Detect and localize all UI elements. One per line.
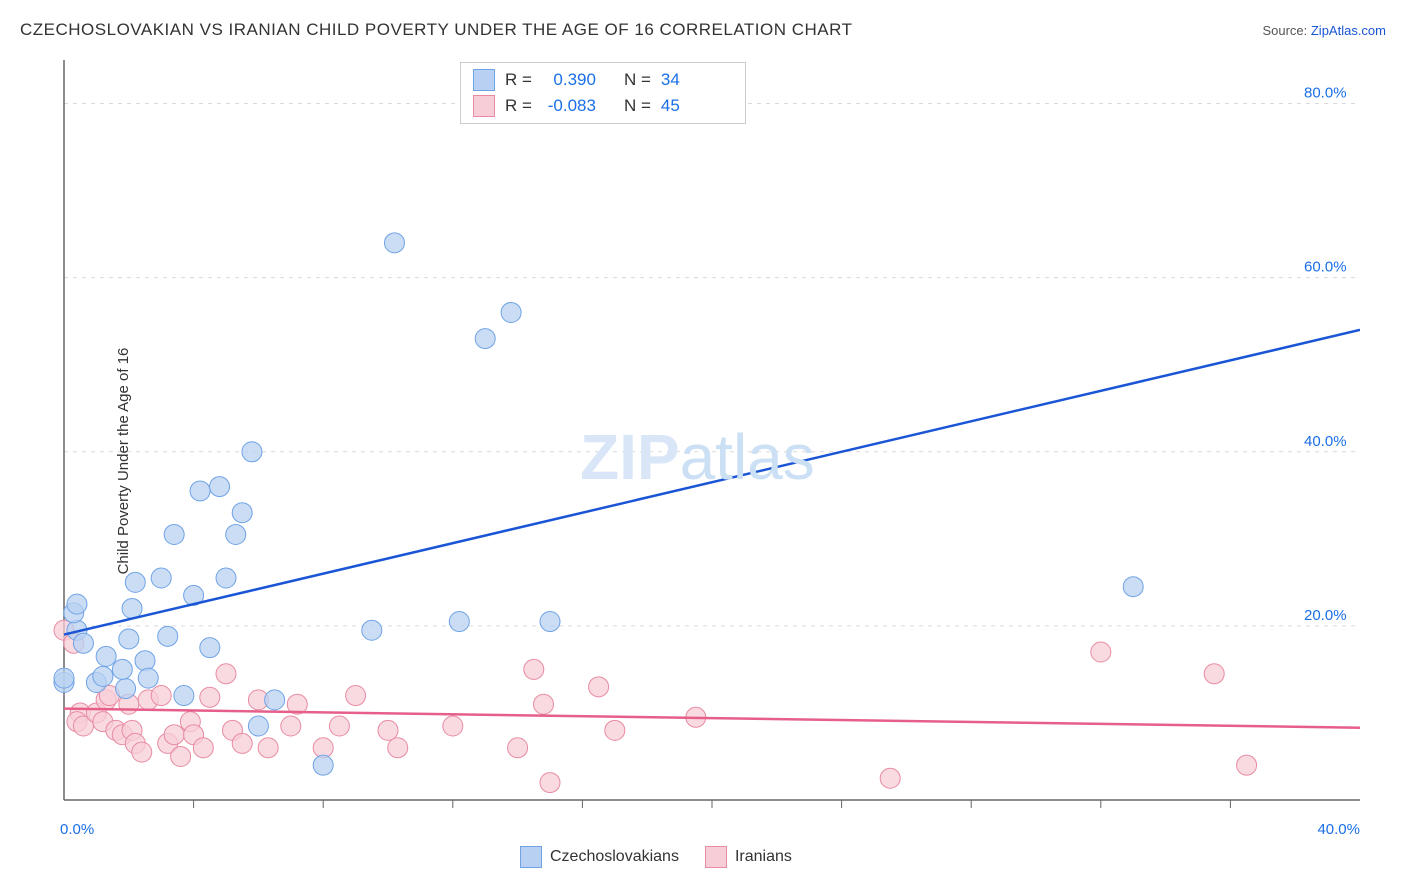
- stats-legend: R = 0.390 N = 34 R = -0.083 N = 45: [460, 62, 746, 124]
- svg-text:80.0%: 80.0%: [1304, 85, 1347, 102]
- n-label: N =: [624, 96, 651, 116]
- swatch-iran: [473, 95, 495, 117]
- watermark-zip: ZIP: [580, 421, 680, 493]
- watermark-atlas: atlas: [680, 421, 815, 493]
- chart-header: CZECHOSLOVAKIAN VS IRANIAN CHILD POVERTY…: [20, 20, 1386, 40]
- svg-text:20.0%: 20.0%: [1304, 607, 1347, 624]
- swatch-czech: [520, 846, 542, 868]
- legend-label-iran: Iranians: [735, 848, 792, 866]
- swatch-czech: [473, 69, 495, 91]
- stats-row-czech: R = 0.390 N = 34: [473, 67, 733, 93]
- chart-area: Child Poverty Under the Age of 16 ZIPatl…: [20, 50, 1386, 872]
- r-value-iran: -0.083: [542, 96, 596, 116]
- legend-item-iran: Iranians: [705, 846, 792, 868]
- svg-text:40.0%: 40.0%: [1317, 821, 1360, 838]
- chart-title: CZECHOSLOVAKIAN VS IRANIAN CHILD POVERTY…: [20, 20, 853, 40]
- swatch-iran: [705, 846, 727, 868]
- stats-row-iran: R = -0.083 N = 45: [473, 93, 733, 119]
- source-attribution: Source: ZipAtlas.com: [1262, 23, 1386, 38]
- legend-item-czech: Czechoslovakians: [520, 846, 679, 868]
- r-value-czech: 0.390: [542, 70, 596, 90]
- y-axis-label: Child Poverty Under the Age of 16: [115, 348, 132, 575]
- r-label: R =: [505, 96, 532, 116]
- svg-text:60.0%: 60.0%: [1304, 259, 1347, 276]
- series-legend: Czechoslovakians Iranians: [520, 846, 792, 868]
- svg-text:40.0%: 40.0%: [1304, 433, 1347, 450]
- n-label: N =: [624, 70, 651, 90]
- r-label: R =: [505, 70, 532, 90]
- n-value-czech: 34: [661, 70, 715, 90]
- source-link[interactable]: ZipAtlas.com: [1311, 23, 1386, 38]
- legend-label-czech: Czechoslovakians: [550, 848, 679, 866]
- svg-text:0.0%: 0.0%: [60, 821, 94, 838]
- source-label: Source:: [1262, 23, 1310, 38]
- watermark: ZIPatlas: [580, 420, 815, 494]
- n-value-iran: 45: [661, 96, 715, 116]
